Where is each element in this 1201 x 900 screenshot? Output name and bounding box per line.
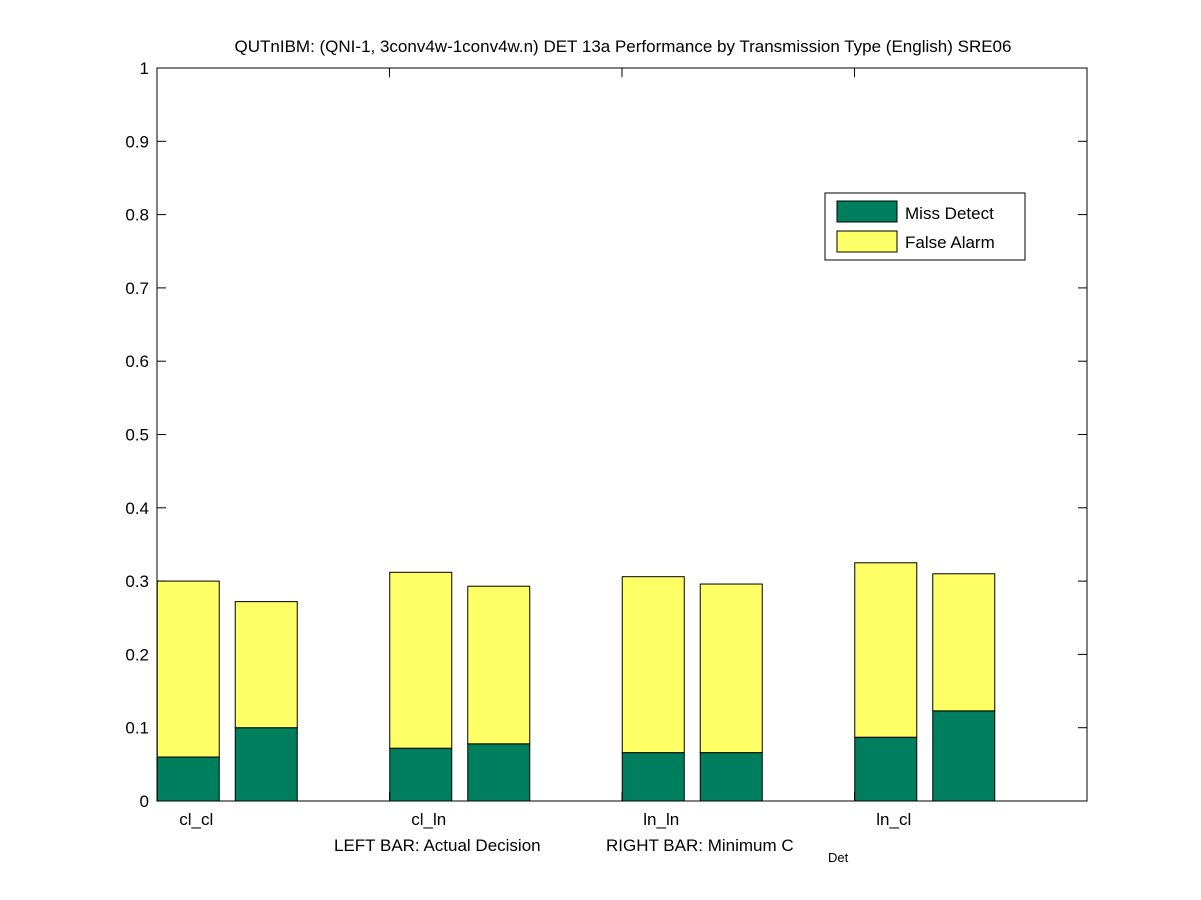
plot-border bbox=[156, 67, 1088, 802]
bars bbox=[156, 562, 996, 802]
y-axis: 0 0.1 0.2 0.3 0.4 0.5 0.6 0.7 0.8 0.9 1 bbox=[125, 59, 1087, 811]
bar-miss-detect-actual-ln_cl bbox=[854, 736, 918, 802]
y-tick-label: 0.2 bbox=[125, 645, 149, 664]
xlabel-left: LEFT BAR: Actual Decision bbox=[334, 836, 541, 855]
bar-false-alarm-actual-cl_ln bbox=[389, 571, 453, 749]
bar-miss-detect-minimum-ln_cl bbox=[932, 710, 996, 802]
bar-false-alarm-actual-cl_cl bbox=[156, 580, 220, 758]
bar-false-alarm-actual-ln_cl bbox=[854, 562, 918, 738]
bar-miss-detect-actual-ln_ln bbox=[621, 752, 685, 802]
x-axis: cl_cl cl_ln ln_ln ln_cl bbox=[179, 68, 911, 829]
bar-miss-detect-minimum-ln_ln bbox=[699, 752, 763, 802]
bar-miss-detect-actual-cl_ln bbox=[389, 747, 453, 802]
legend: Miss Detect False Alarm bbox=[824, 192, 1026, 261]
y-tick-label: 0.3 bbox=[125, 572, 149, 591]
legend-swatch-miss-detect bbox=[836, 200, 898, 223]
x-tick-label: ln_cl bbox=[876, 810, 911, 829]
x-tick-label: ln_ln bbox=[643, 810, 679, 829]
y-tick-label: 0.4 bbox=[125, 499, 149, 518]
y-tick-label: 0.6 bbox=[125, 352, 149, 371]
bar-false-alarm-minimum-cl_cl bbox=[234, 601, 298, 729]
xlabel-right-subscript: Det bbox=[828, 850, 849, 865]
chart-title: QUTnIBM: (QNI-1, 3conv4w-1conv4w.n) DET … bbox=[235, 37, 1012, 56]
bar-miss-detect-minimum-cl_ln bbox=[467, 743, 531, 802]
legend-label-miss-detect: Miss Detect bbox=[905, 204, 994, 223]
bar-false-alarm-actual-ln_ln bbox=[621, 576, 685, 754]
legend-label-false-alarm: False Alarm bbox=[905, 233, 995, 252]
bar-false-alarm-minimum-ln_ln bbox=[699, 583, 763, 754]
x-tick-label: cl_ln bbox=[411, 810, 446, 829]
bar-false-alarm-minimum-ln_cl bbox=[932, 573, 996, 712]
bar-miss-detect-actual-cl_cl bbox=[156, 756, 220, 802]
y-tick-label: 0 bbox=[140, 792, 149, 811]
y-tick-label: 0.9 bbox=[125, 132, 149, 151]
y-tick-label: 0.7 bbox=[125, 279, 149, 298]
x-tick-label: cl_cl bbox=[179, 810, 213, 829]
y-tick-label: 1 bbox=[140, 59, 149, 78]
y-tick-label: 0.5 bbox=[125, 426, 149, 445]
bar-false-alarm-minimum-cl_ln bbox=[467, 585, 531, 745]
bar-miss-detect-minimum-cl_cl bbox=[234, 727, 298, 802]
xlabel-right: RIGHT BAR: Minimum C bbox=[606, 836, 794, 855]
legend-swatch-false-alarm bbox=[836, 230, 898, 253]
y-tick-label: 0.1 bbox=[125, 719, 149, 738]
y-tick-label: 0.8 bbox=[125, 206, 149, 225]
